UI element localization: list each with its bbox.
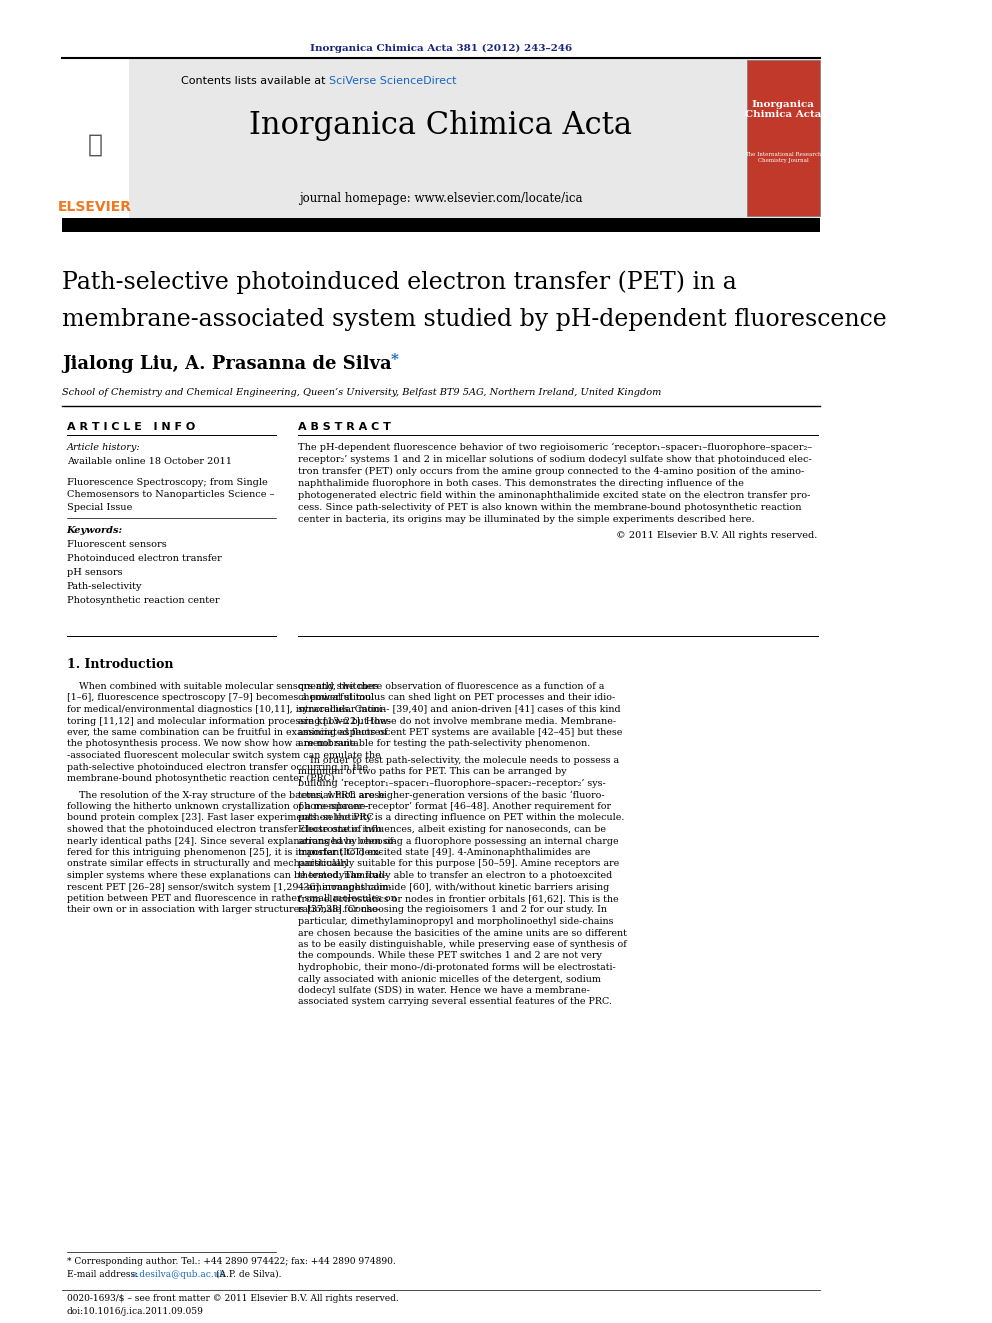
Text: Path-selectivity: Path-selectivity <box>66 582 142 591</box>
Text: for medical/environmental diagnostics [10,11], intracellular moni-: for medical/environmental diagnostics [1… <box>66 705 385 714</box>
Text: Fluorescence Spectroscopy; from Single
Chemosensors to Nanoparticles Science –
S: Fluorescence Spectroscopy; from Single C… <box>66 478 274 512</box>
Text: The pH-dependent fluorescence behavior of two regioisomeric ‘receptor₁–spacer₁–f: The pH-dependent fluorescence behavior o… <box>298 443 811 452</box>
Text: When combined with suitable molecular sensors and switches: When combined with suitable molecular se… <box>66 681 378 691</box>
Text: path-selectivity is a directing influence on PET within the molecule.: path-selectivity is a directing influenc… <box>298 814 624 823</box>
Text: from electrostatics or nodes in frontier orbitals [61,62]. This is the: from electrostatics or nodes in frontier… <box>298 894 618 904</box>
Text: School of Chemistry and Chemical Engineering, Queen’s University, Belfast BT9 5A: School of Chemistry and Chemical Enginee… <box>62 388 662 397</box>
Text: cess. Since path-selectivity of PET is also known within the membrane-bound phot: cess. Since path-selectivity of PET is a… <box>298 503 802 512</box>
Text: doi:10.1016/j.ica.2011.09.059: doi:10.1016/j.ica.2011.09.059 <box>66 1307 203 1316</box>
Text: Inorganica Chimica Acta 381 (2012) 243–246: Inorganica Chimica Acta 381 (2012) 243–2… <box>310 44 572 53</box>
Text: fered for this intriguing phenomenon [25], it is important to dem-: fered for this intriguing phenomenon [25… <box>66 848 382 857</box>
Text: Keywords:: Keywords: <box>66 527 123 534</box>
Text: photogenerated electric field within the aminonaphthalimide excited state on the: photogenerated electric field within the… <box>298 491 810 500</box>
Text: the photosynthesis process. We now show how a membrane: the photosynthesis process. We now show … <box>66 740 355 749</box>
Text: ELSEVIER: ELSEVIER <box>59 200 132 214</box>
Text: nearly identical paths [24]. Since several explanations have been of-: nearly identical paths [24]. Since sever… <box>66 836 396 845</box>
Text: transfer (ICT) excited state [49]. 4-Aminonaphthalimides are: transfer (ICT) excited state [49]. 4-Ami… <box>298 848 590 857</box>
Text: -associated fluorescent molecular switch system can emulate the: -associated fluorescent molecular switch… <box>66 751 380 759</box>
Text: following the hitherto unknown crystallization of a membrane-: following the hitherto unknown crystalli… <box>66 802 368 811</box>
Text: Photoinduced electron transfer: Photoinduced electron transfer <box>66 554 221 564</box>
Text: phore–spacer–receptor’ format [46–48]. Another requirement for: phore–spacer–receptor’ format [46–48]. A… <box>298 802 611 811</box>
Text: Contents lists available at: Contents lists available at <box>181 75 329 86</box>
Text: a.desilva@qub.ac.uk: a.desilva@qub.ac.uk <box>132 1270 225 1279</box>
Text: A B S T R A C T: A B S T R A C T <box>298 422 391 433</box>
Text: [1–6], fluorescence spectroscopy [7–9] becomes a powerful tool: [1–6], fluorescence spectroscopy [7–9] b… <box>66 693 374 703</box>
Text: journal homepage: www.elsevier.com/locate/ica: journal homepage: www.elsevier.com/locat… <box>300 192 582 205</box>
Text: the compounds. While these PET switches 1 and 2 are not very: the compounds. While these PET switches … <box>298 951 602 960</box>
Text: (A.P. de Silva).: (A.P. de Silva). <box>213 1270 282 1279</box>
Text: hydrophobic, their mono-/di-protonated forms will be electrostati-: hydrophobic, their mono-/di-protonated f… <box>298 963 615 972</box>
Text: showed that the photoinduced electron transfer chose one of two: showed that the photoinduced electron tr… <box>66 826 382 833</box>
Text: Jialong Liu, A. Prasanna de Silva: Jialong Liu, A. Prasanna de Silva <box>62 355 392 373</box>
Text: particularly suitable for this purpose [50–59]. Amine receptors are: particularly suitable for this purpose [… <box>298 860 619 868</box>
Text: cally associated with anionic micelles of the detergent, sodium: cally associated with anionic micelles o… <box>298 975 601 983</box>
Text: membrane-associated system studied by pH-dependent fluorescence: membrane-associated system studied by pH… <box>62 308 887 331</box>
Text: tron transfer (PET) only occurs from the amine group connected to the 4-amino po: tron transfer (PET) only occurs from the… <box>298 467 805 476</box>
Text: as to be easily distinguishable, while preserving ease of synthesis of: as to be easily distinguishable, while p… <box>298 941 627 949</box>
Text: bound protein complex [23]. Fast laser experiments on the PRC: bound protein complex [23]. Fast laser e… <box>66 814 374 823</box>
Text: Inorganica
Chimica Acta: Inorganica Chimica Acta <box>745 101 821 119</box>
Text: Available online 18 October 2011: Available online 18 October 2011 <box>66 456 232 466</box>
Text: naphthalimide fluorophore in both cases. This demonstrates the directing influen: naphthalimide fluorophore in both cases.… <box>298 479 744 488</box>
Text: building ‘receptor₁–spacer₁–fluorophore–spacer₂–receptor₂’ sys-: building ‘receptor₁–spacer₁–fluorophore–… <box>298 779 605 789</box>
Text: are not suitable for testing the path-selectivity phenomenon.: are not suitable for testing the path-se… <box>298 740 590 749</box>
Text: Path-selective photoinduced electron transfer (PET) in a: Path-selective photoinduced electron tra… <box>62 270 737 294</box>
Text: The resolution of the X-ray structure of the bacterial PRC arose: The resolution of the X-ray structure of… <box>66 791 385 799</box>
Text: are known but these do not involve membrane media. Membrane-: are known but these do not involve membr… <box>298 717 616 725</box>
Text: membrane-bound photosynthetic reaction center (PRC).: membrane-bound photosynthetic reaction c… <box>66 774 337 783</box>
Bar <box>747 60 819 216</box>
Text: syncracies. Cation- [39,40] and anion-driven [41] cases of this kind: syncracies. Cation- [39,40] and anion-dr… <box>298 705 620 714</box>
Text: Photosynthetic reaction center: Photosynthetic reaction center <box>66 595 219 605</box>
Text: © 2011 Elsevier B.V. All rights reserved.: © 2011 Elsevier B.V. All rights reserved… <box>616 531 817 540</box>
Text: ever, the same combination can be fruitful in examining aspects of: ever, the same combination can be fruitf… <box>66 728 387 737</box>
Text: quently, the mere observation of fluorescence as a function of a: quently, the mere observation of fluores… <box>298 681 604 691</box>
Text: chemical stimulus can shed light on PET processes and their idio-: chemical stimulus can shed light on PET … <box>298 693 615 703</box>
Text: associated fluorescent PET systems are available [42–45] but these: associated fluorescent PET systems are a… <box>298 728 622 737</box>
Text: 1. Introduction: 1. Introduction <box>66 658 174 671</box>
Bar <box>62 58 819 218</box>
Text: A R T I C L E   I N F O: A R T I C L E I N F O <box>66 422 194 433</box>
Text: pH sensors: pH sensors <box>66 568 122 577</box>
Text: *: * <box>391 353 399 366</box>
Text: Fluorescent sensors: Fluorescent sensors <box>66 540 167 549</box>
Text: associated system carrying several essential features of the PRC.: associated system carrying several essen… <box>298 998 612 1007</box>
Text: petition between PET and fluorescence in rather small molecules on: petition between PET and fluorescence in… <box>66 894 397 904</box>
Text: dodecyl sulfate (SDS) in water. Hence we have a membrane-: dodecyl sulfate (SDS) in water. Hence we… <box>298 986 589 995</box>
Text: arranged by choosing a fluorophore possessing an internal charge: arranged by choosing a fluorophore posse… <box>298 836 618 845</box>
Text: In order to test path-selectivity, the molecule needs to possess a: In order to test path-selectivity, the m… <box>298 755 619 765</box>
Text: are chosen because the basicities of the amine units are so different: are chosen because the basicities of the… <box>298 929 627 938</box>
Text: The International Research
Chemistry Journal: The International Research Chemistry Jou… <box>745 152 821 163</box>
Text: simpler systems where these explanations can be tested. The fluo-: simpler systems where these explanations… <box>66 871 387 880</box>
Text: minimum of two paths for PET. This can be arranged by: minimum of two paths for PET. This can b… <box>298 767 566 777</box>
Text: thermodynamically able to transfer an electron to a photoexcited: thermodynamically able to transfer an el… <box>298 871 612 880</box>
Text: center in bacteria, its origins may be illuminated by the simple experiments des: center in bacteria, its origins may be i… <box>298 515 754 524</box>
Text: tems, which are higher-generation versions of the basic ‘fluoro-: tems, which are higher-generation versio… <box>298 791 604 800</box>
Text: path-selective photoinduced electron transfer occurring in the: path-selective photoinduced electron tra… <box>66 762 368 771</box>
Bar <box>62 218 819 232</box>
Text: rationale for choosing the regioisomers 1 and 2 for our study. In: rationale for choosing the regioisomers … <box>298 905 607 914</box>
Text: SciVerse ScienceDirect: SciVerse ScienceDirect <box>329 75 456 86</box>
Text: receptor₂’ systems 1 and 2 in micellar solutions of sodium dodecyl sulfate show : receptor₂’ systems 1 and 2 in micellar s… <box>298 455 811 464</box>
Text: 🌲: 🌲 <box>87 134 102 157</box>
Bar <box>62 58 129 218</box>
Text: rescent PET [26–28] sensor/switch system [1,29–36] arranges com-: rescent PET [26–28] sensor/switch system… <box>66 882 391 892</box>
Text: E-mail address:: E-mail address: <box>66 1270 141 1279</box>
Text: Inorganica Chimica Acta: Inorganica Chimica Acta <box>249 110 633 142</box>
Text: their own or in association with larger structures [37,38]. Conse-: their own or in association with larger … <box>66 905 380 914</box>
Text: * Corresponding author. Tel.: +44 2890 974422; fax: +44 2890 974890.: * Corresponding author. Tel.: +44 2890 9… <box>66 1257 396 1266</box>
Text: toring [11,12] and molecular information processing [13–22]. How-: toring [11,12] and molecular information… <box>66 717 391 725</box>
Text: 0020-1693/$ – see front matter © 2011 Elsevier B.V. All rights reserved.: 0020-1693/$ – see front matter © 2011 El… <box>66 1294 399 1303</box>
Text: Article history:: Article history: <box>66 443 140 452</box>
Text: Electrostatic influences, albeit existing for nanoseconds, can be: Electrostatic influences, albeit existin… <box>298 826 606 833</box>
Text: particular, dimethylaminopropyl and morpholinoethyl side-chains: particular, dimethylaminopropyl and morp… <box>298 917 613 926</box>
Text: 4-aminonaphthalimide [60], with/without kinetic barriers arising: 4-aminonaphthalimide [60], with/without … <box>298 882 609 892</box>
Text: onstrate similar effects in structurally and mechanistically: onstrate similar effects in structurally… <box>66 860 348 868</box>
